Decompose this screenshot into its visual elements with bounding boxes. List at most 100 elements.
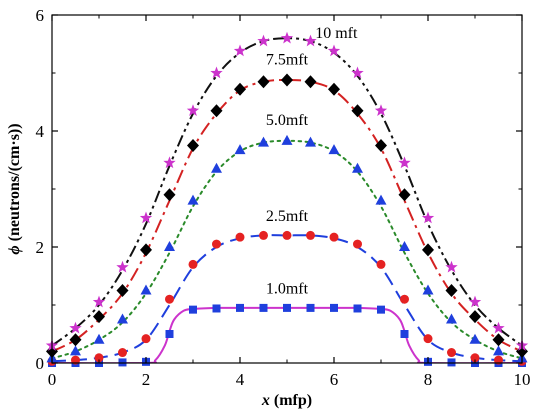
data-point-2-5mft bbox=[71, 355, 80, 365]
data-point-2-5mft bbox=[447, 348, 456, 358]
data-point-2-5mft bbox=[400, 294, 409, 304]
data-point-7-5mft bbox=[375, 139, 387, 152]
data-point-2-5mft bbox=[235, 232, 245, 242]
data-point-2-5mft bbox=[329, 232, 339, 242]
series-label: 5.0mft bbox=[266, 112, 309, 129]
data-point-2-5mft bbox=[306, 230, 315, 240]
data-point-10-mft bbox=[69, 321, 82, 334]
series-markers-10-mft bbox=[45, 31, 529, 351]
data-point-7-5mft bbox=[469, 310, 481, 324]
data-point-7-5mft bbox=[257, 75, 270, 89]
data-point-1-0mft bbox=[306, 303, 315, 312]
data-point-2-5mft bbox=[376, 259, 386, 269]
data-point-10-mft bbox=[351, 66, 364, 79]
data-point-5-0mft bbox=[70, 345, 81, 356]
x-axis-title: x (mfp) bbox=[261, 392, 312, 409]
x-axis-variable: x bbox=[261, 392, 270, 409]
data-point-5-0mft bbox=[469, 333, 481, 344]
data-point-10-mft bbox=[233, 44, 247, 57]
data-point-10-mft bbox=[398, 156, 411, 169]
data-point-2-5mft bbox=[282, 230, 292, 240]
data-point-10-mft bbox=[257, 34, 270, 47]
data-point-1-0mft bbox=[259, 303, 268, 312]
data-point-2-5mft bbox=[118, 348, 127, 358]
data-point-2-5mft bbox=[188, 259, 198, 269]
data-point-7-5mft bbox=[187, 139, 199, 152]
data-point-7-5mft bbox=[328, 82, 340, 96]
data-point-5-0mft bbox=[164, 241, 175, 251]
y-tick-label: 0 bbox=[36, 354, 45, 373]
data-point-1-0mft bbox=[236, 303, 244, 312]
data-point-5-0mft bbox=[117, 313, 128, 324]
x-tick-label: 8 bbox=[424, 370, 433, 389]
data-point-1-0mft bbox=[377, 305, 385, 314]
data-point-10-mft bbox=[445, 260, 458, 273]
data-point-7-5mft bbox=[398, 188, 411, 202]
data-point-2-5mft bbox=[141, 334, 151, 344]
data-point-10-mft bbox=[210, 66, 223, 79]
data-point-5-0mft bbox=[258, 136, 269, 147]
data-point-1-0mft bbox=[212, 304, 221, 313]
data-point-5-0mft bbox=[93, 333, 105, 344]
series-label: 7.5mft bbox=[266, 51, 309, 68]
data-point-10-mft bbox=[492, 321, 505, 334]
data-point-5-0mft bbox=[234, 144, 246, 155]
data-point-1-0mft bbox=[353, 304, 362, 313]
data-point-7-5mft bbox=[281, 73, 293, 87]
series-label: 10 mft bbox=[315, 25, 358, 42]
y-tick-label: 2 bbox=[36, 238, 45, 257]
y-tick-label: 4 bbox=[36, 122, 45, 141]
data-point-7-5mft bbox=[492, 333, 505, 347]
data-point-5-0mft bbox=[375, 194, 387, 205]
data-point-2-5mft bbox=[212, 239, 221, 249]
annotation-layer: 10 mft 7.5mft 5.0mft 2.5mft 1.0mft bbox=[266, 25, 358, 297]
marker-layer bbox=[45, 31, 529, 367]
data-point-2-5mft bbox=[259, 230, 268, 240]
y-axis-title: ϕ (neutrons/(cm·s)) bbox=[6, 123, 23, 254]
x-tick-label: 0 bbox=[48, 370, 57, 389]
series-markers-7-5mft bbox=[46, 73, 528, 358]
series-line-2-5mft bbox=[52, 234, 522, 363]
data-point-7-5mft bbox=[69, 333, 82, 347]
series-label: 1.0mft bbox=[266, 280, 309, 297]
data-point-5-0mft bbox=[281, 134, 293, 145]
data-point-7-5mft bbox=[140, 243, 152, 257]
data-point-10-mft bbox=[304, 34, 317, 47]
series-markers-1-0mft bbox=[48, 303, 526, 367]
data-point-7-5mft bbox=[445, 284, 458, 297]
data-point-2-5mft bbox=[353, 239, 362, 249]
series-line-7-5mft bbox=[52, 78, 522, 353]
data-point-7-5mft bbox=[116, 284, 129, 297]
data-point-10-mft bbox=[280, 31, 294, 44]
data-point-2-5mft bbox=[470, 353, 480, 363]
data-point-5-0mft bbox=[446, 313, 457, 324]
data-point-5-0mft bbox=[305, 136, 316, 147]
data-point-5-0mft bbox=[352, 162, 363, 173]
data-point-5-0mft bbox=[187, 194, 199, 205]
x-axis-unit: (mfp) bbox=[274, 392, 312, 409]
data-point-7-5mft bbox=[304, 75, 317, 89]
data-point-5-0mft bbox=[328, 144, 340, 155]
series-line-5-0mft bbox=[52, 139, 522, 360]
data-point-1-0mft bbox=[189, 305, 197, 314]
data-point-10-mft bbox=[139, 211, 153, 224]
data-point-5-0mft bbox=[422, 284, 434, 295]
data-point-2-5mft bbox=[494, 355, 503, 365]
data-point-5-0mft bbox=[493, 345, 504, 356]
data-point-10-mft bbox=[421, 211, 435, 224]
data-point-7-5mft bbox=[93, 310, 105, 324]
x-tick-label: 6 bbox=[330, 370, 339, 389]
series-label: 2.5mft bbox=[266, 208, 309, 225]
data-point-5-0mft bbox=[140, 284, 152, 295]
data-point-10-mft bbox=[116, 260, 129, 273]
x-tick-label: 10 bbox=[514, 370, 531, 389]
data-point-1-0mft bbox=[165, 330, 174, 338]
data-point-2-5mft bbox=[423, 334, 433, 344]
data-point-7-5mft bbox=[234, 82, 246, 96]
data-point-10-mft bbox=[374, 104, 388, 116]
data-point-5-0mft bbox=[211, 162, 222, 173]
data-point-2-5mft bbox=[165, 294, 174, 304]
data-point-10-mft bbox=[92, 295, 106, 308]
x-tick-label: 2 bbox=[142, 370, 151, 389]
